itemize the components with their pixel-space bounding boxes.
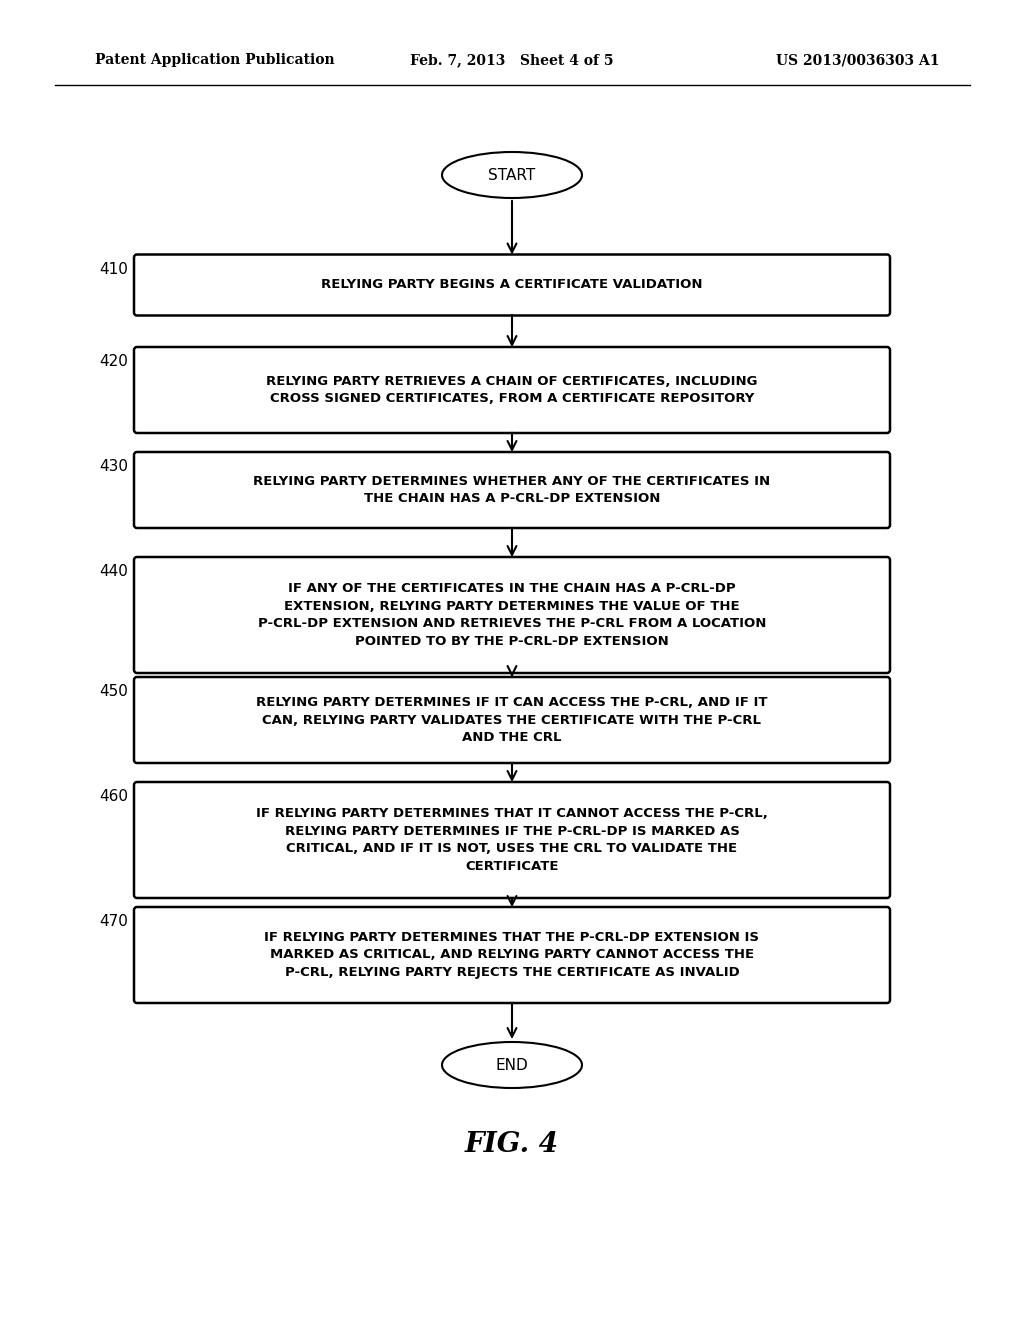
Text: IF RELYING PARTY DETERMINES THAT IT CANNOT ACCESS THE P-CRL,
RELYING PARTY DETER: IF RELYING PARTY DETERMINES THAT IT CANN… xyxy=(256,808,768,873)
Text: END: END xyxy=(496,1057,528,1072)
FancyBboxPatch shape xyxy=(134,781,890,898)
Text: Patent Application Publication: Patent Application Publication xyxy=(95,53,335,67)
Ellipse shape xyxy=(442,152,582,198)
Text: 410: 410 xyxy=(99,261,128,276)
Text: IF RELYING PARTY DETERMINES THAT THE P-CRL-DP EXTENSION IS
MARKED AS CRITICAL, A: IF RELYING PARTY DETERMINES THAT THE P-C… xyxy=(264,931,760,979)
Text: US 2013/0036303 A1: US 2013/0036303 A1 xyxy=(776,53,940,67)
FancyBboxPatch shape xyxy=(134,557,890,673)
Text: START: START xyxy=(488,168,536,182)
Text: RELYING PARTY RETRIEVES A CHAIN OF CERTIFICATES, INCLUDING
CROSS SIGNED CERTIFIC: RELYING PARTY RETRIEVES A CHAIN OF CERTI… xyxy=(266,375,758,405)
FancyBboxPatch shape xyxy=(134,451,890,528)
Text: 420: 420 xyxy=(99,354,128,370)
Text: RELYING PARTY BEGINS A CERTIFICATE VALIDATION: RELYING PARTY BEGINS A CERTIFICATE VALID… xyxy=(322,279,702,292)
Text: RELYING PARTY DETERMINES WHETHER ANY OF THE CERTIFICATES IN
THE CHAIN HAS A P-CR: RELYING PARTY DETERMINES WHETHER ANY OF … xyxy=(253,475,771,506)
Text: 470: 470 xyxy=(99,913,128,929)
FancyBboxPatch shape xyxy=(134,677,890,763)
FancyBboxPatch shape xyxy=(134,255,890,315)
Text: 430: 430 xyxy=(99,459,128,474)
Text: 440: 440 xyxy=(99,564,128,579)
Text: Feb. 7, 2013   Sheet 4 of 5: Feb. 7, 2013 Sheet 4 of 5 xyxy=(411,53,613,67)
Text: 450: 450 xyxy=(99,684,128,700)
FancyBboxPatch shape xyxy=(134,907,890,1003)
Ellipse shape xyxy=(442,1041,582,1088)
Text: 460: 460 xyxy=(99,789,128,804)
FancyBboxPatch shape xyxy=(134,347,890,433)
Text: IF ANY OF THE CERTIFICATES IN THE CHAIN HAS A P-CRL-DP
EXTENSION, RELYING PARTY : IF ANY OF THE CERTIFICATES IN THE CHAIN … xyxy=(258,582,766,648)
Text: FIG. 4: FIG. 4 xyxy=(465,1131,559,1159)
Text: RELYING PARTY DETERMINES IF IT CAN ACCESS THE P-CRL, AND IF IT
CAN, RELYING PART: RELYING PARTY DETERMINES IF IT CAN ACCES… xyxy=(256,696,768,744)
